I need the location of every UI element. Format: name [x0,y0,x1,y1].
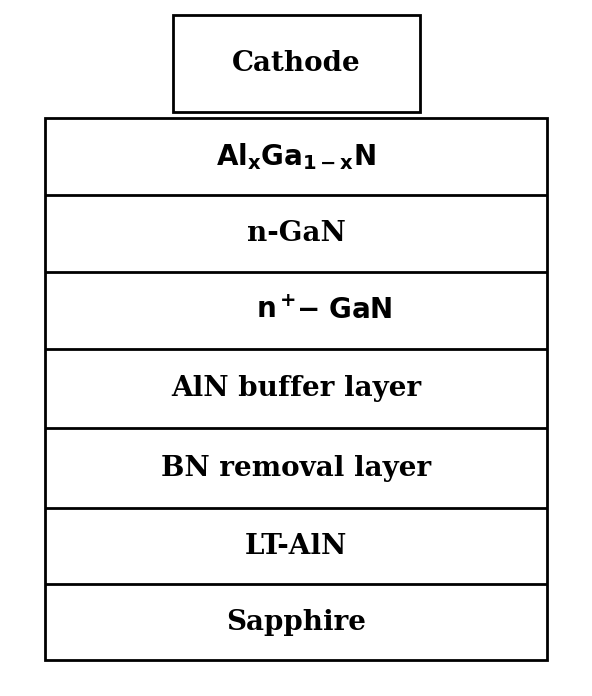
Text: $\mathbf{Al_xGa_{1-x}N}$: $\mathbf{Al_xGa_{1-x}N}$ [216,141,376,172]
Text: $\mathbf{-\ GaN}$: $\mathbf{-\ GaN}$ [296,297,392,324]
Text: $\mathbf{n^+}$: $\mathbf{n^+}$ [256,296,296,324]
Bar [173,15,420,112]
Text: AlN buffer layer: AlN buffer layer [171,375,421,402]
Bar [45,118,547,660]
Text: LT-AlN: LT-AlN [245,532,347,560]
Text: Cathode: Cathode [232,50,361,77]
Text: n-GaN: n-GaN [246,220,346,247]
Text: BN removal layer: BN removal layer [161,454,431,482]
Text: Sapphire: Sapphire [226,608,366,635]
